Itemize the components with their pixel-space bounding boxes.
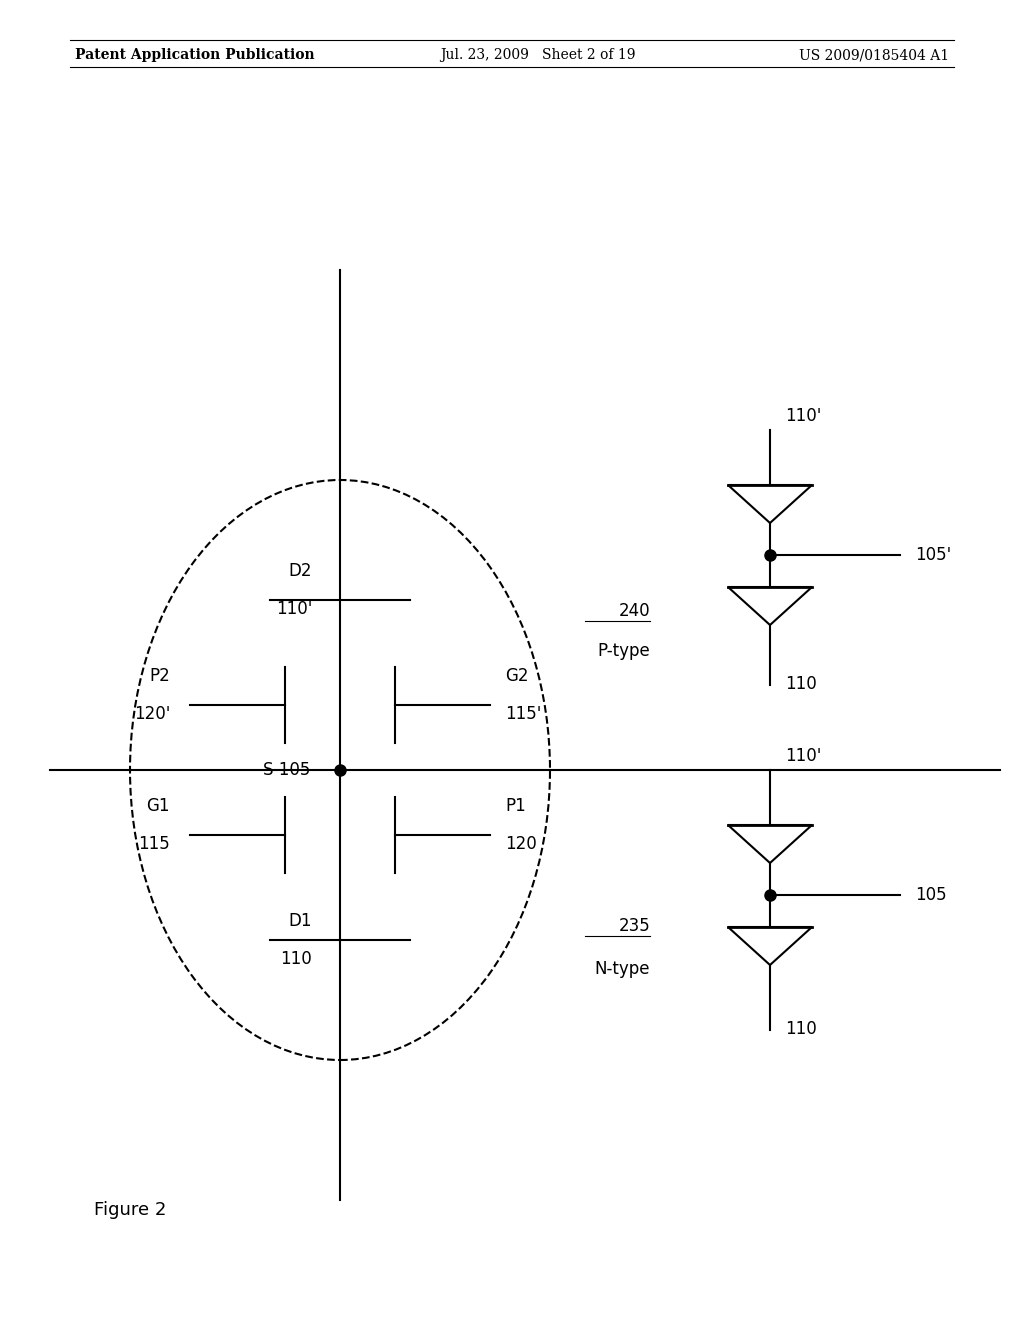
Text: Jul. 23, 2009   Sheet 2 of 19: Jul. 23, 2009 Sheet 2 of 19 (440, 48, 636, 62)
Text: D1: D1 (289, 912, 312, 931)
Text: P1: P1 (505, 797, 525, 814)
Text: 240: 240 (618, 602, 650, 620)
Text: 115: 115 (138, 836, 170, 853)
Text: 110': 110' (275, 601, 312, 618)
Text: G2: G2 (505, 667, 528, 685)
Text: N-type: N-type (595, 960, 650, 978)
Text: 110: 110 (785, 675, 817, 693)
Text: 110': 110' (785, 747, 821, 766)
Text: P-type: P-type (597, 642, 650, 660)
Text: 120': 120' (133, 705, 170, 723)
Text: S 105: S 105 (262, 762, 310, 779)
Text: 115': 115' (505, 705, 542, 723)
Text: 120: 120 (505, 836, 537, 853)
Text: 110': 110' (785, 407, 821, 425)
Text: D2: D2 (289, 562, 312, 579)
Text: Figure 2: Figure 2 (94, 1201, 166, 1218)
Text: 110: 110 (281, 950, 312, 968)
Text: 235: 235 (618, 917, 650, 935)
Text: P2: P2 (150, 667, 170, 685)
Text: 110: 110 (785, 1020, 817, 1038)
Text: G1: G1 (146, 797, 170, 814)
Text: 105': 105' (915, 546, 951, 564)
Text: Patent Application Publication: Patent Application Publication (75, 48, 314, 62)
Text: US 2009/0185404 A1: US 2009/0185404 A1 (799, 48, 949, 62)
Text: 105: 105 (915, 886, 946, 904)
